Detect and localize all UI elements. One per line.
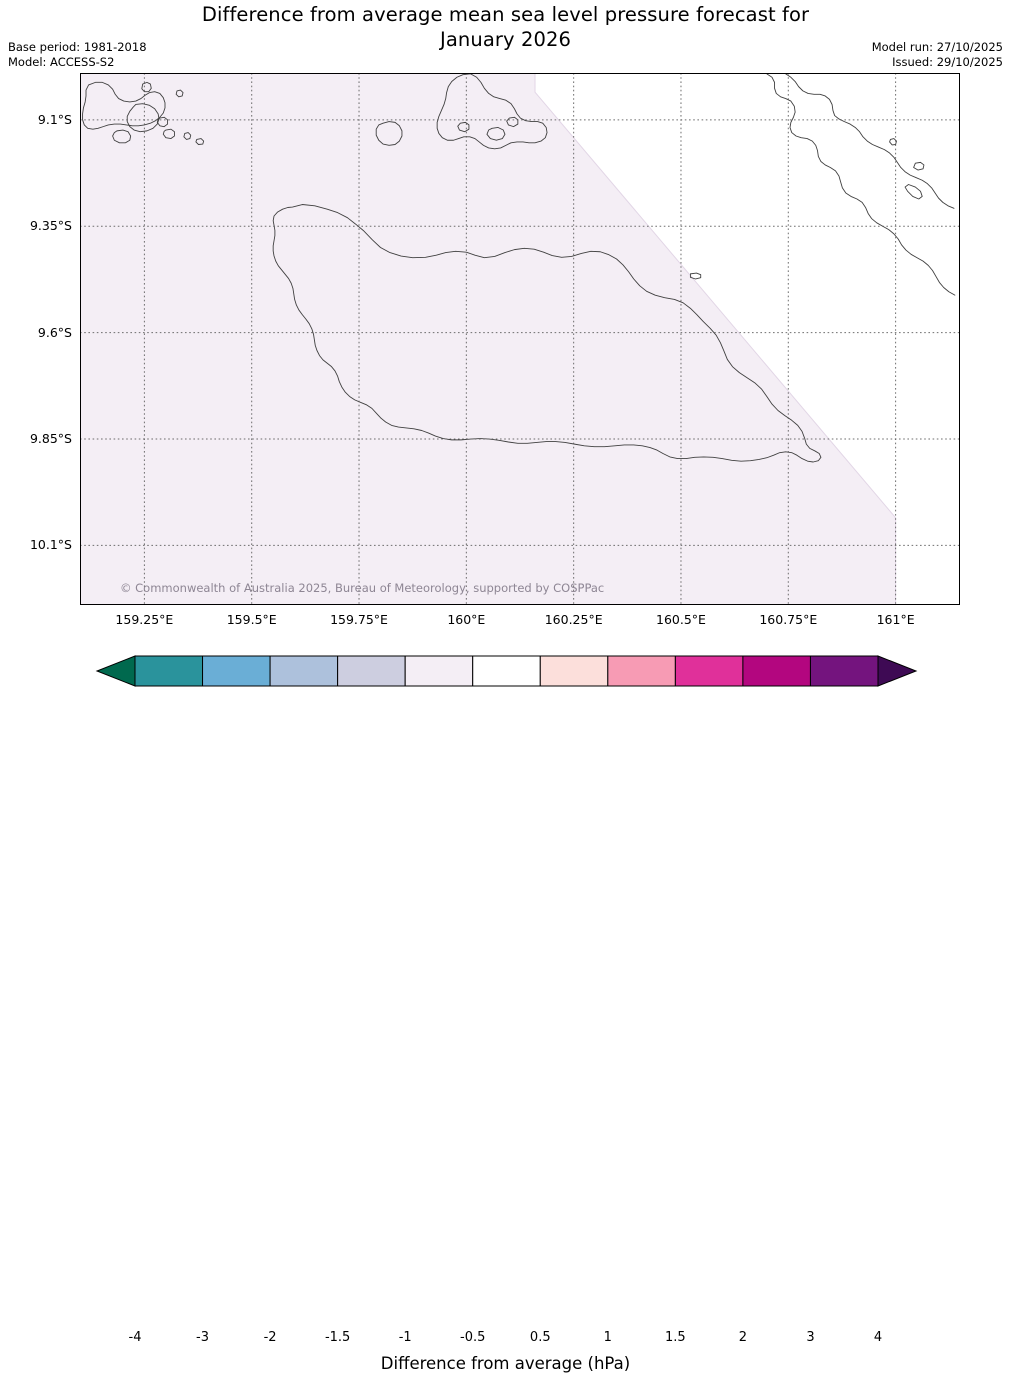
colorbar-tick-label: -1.5 [324, 1330, 351, 1345]
longitude-tick-label: 161°E [876, 612, 915, 627]
colorbar-tick-label: 3 [806, 1330, 815, 1345]
base-period-text: Base period: 1981-2018 [8, 40, 147, 54]
colorbar-tick-label: 4 [873, 1330, 883, 1345]
coastline-layer [82, 73, 956, 463]
latitude-tick-label: 9.35°S [29, 218, 72, 234]
metadata-left: Base period: 1981-2018 Model: ACCESS-S2 [8, 40, 147, 70]
colorbar-tick-label: 0.5 [529, 1330, 551, 1345]
copyright-credit: © Commonwealth of Australia 2025, Bureau… [120, 581, 605, 595]
map-plot-area: © Commonwealth of Australia 2025, Bureau… [80, 73, 960, 605]
colorbar-tick-label: -0.5 [460, 1330, 486, 1345]
colorbar-tick-label: 2 [738, 1330, 748, 1345]
longitude-tick-label: 159.5°E [226, 612, 277, 627]
longitude-tick-label: 160.75°E [759, 612, 818, 627]
model-run-text: Model run: 27/10/2025 [871, 40, 1003, 54]
page-title: Difference from average mean sea level p… [0, 2, 1011, 52]
title-line-2: January 2026 [440, 28, 571, 51]
latitude-tick-label: 9.1°S [37, 111, 72, 127]
latitude-tick-label: 9.85°S [29, 431, 72, 447]
longitude-tick-label: 160.25°E [544, 612, 603, 627]
colorbar-tick-label: 1.5 [665, 1330, 686, 1345]
colorbar-tick-label: -2 [263, 1330, 277, 1345]
colorbar-tick-label: 1 [603, 1330, 612, 1345]
longitude-tick-label: 159.75°E [330, 612, 388, 627]
colorbar-tick-label: -1 [398, 1330, 412, 1345]
colorbar: -4 -3 -2 -1.5 -1 -0.5 0.5 1 1.5 2 3 4 Difference fr… [0, 648, 1011, 1373]
longitude-tick-label: 160.5°E [656, 612, 706, 627]
gridline-layer [80, 73, 960, 605]
longitude-tick-label: 159.25°E [115, 612, 174, 627]
model-text: Model: ACCESS-S2 [8, 55, 115, 69]
colorbar-tick-label: -3 [196, 1330, 210, 1345]
metadata-right: Model run: 27/10/2025 Issued: 29/10/2025 [872, 40, 1003, 70]
longitude-tick-label: 160°E [447, 612, 486, 627]
latitude-tick-label: 10.1°S [29, 537, 72, 553]
title-line-1: Difference from average mean sea level p… [201, 3, 810, 26]
colorbar-swatches [95, 655, 918, 687]
latitude-tick-label: 9.6°S [37, 324, 72, 340]
colorbar-axis-label: Difference from average (hPa) [380, 1354, 631, 1373]
issued-text: Issued: 29/10/2025 [892, 55, 1003, 69]
colorbar-tick-label: -4 [128, 1330, 142, 1345]
